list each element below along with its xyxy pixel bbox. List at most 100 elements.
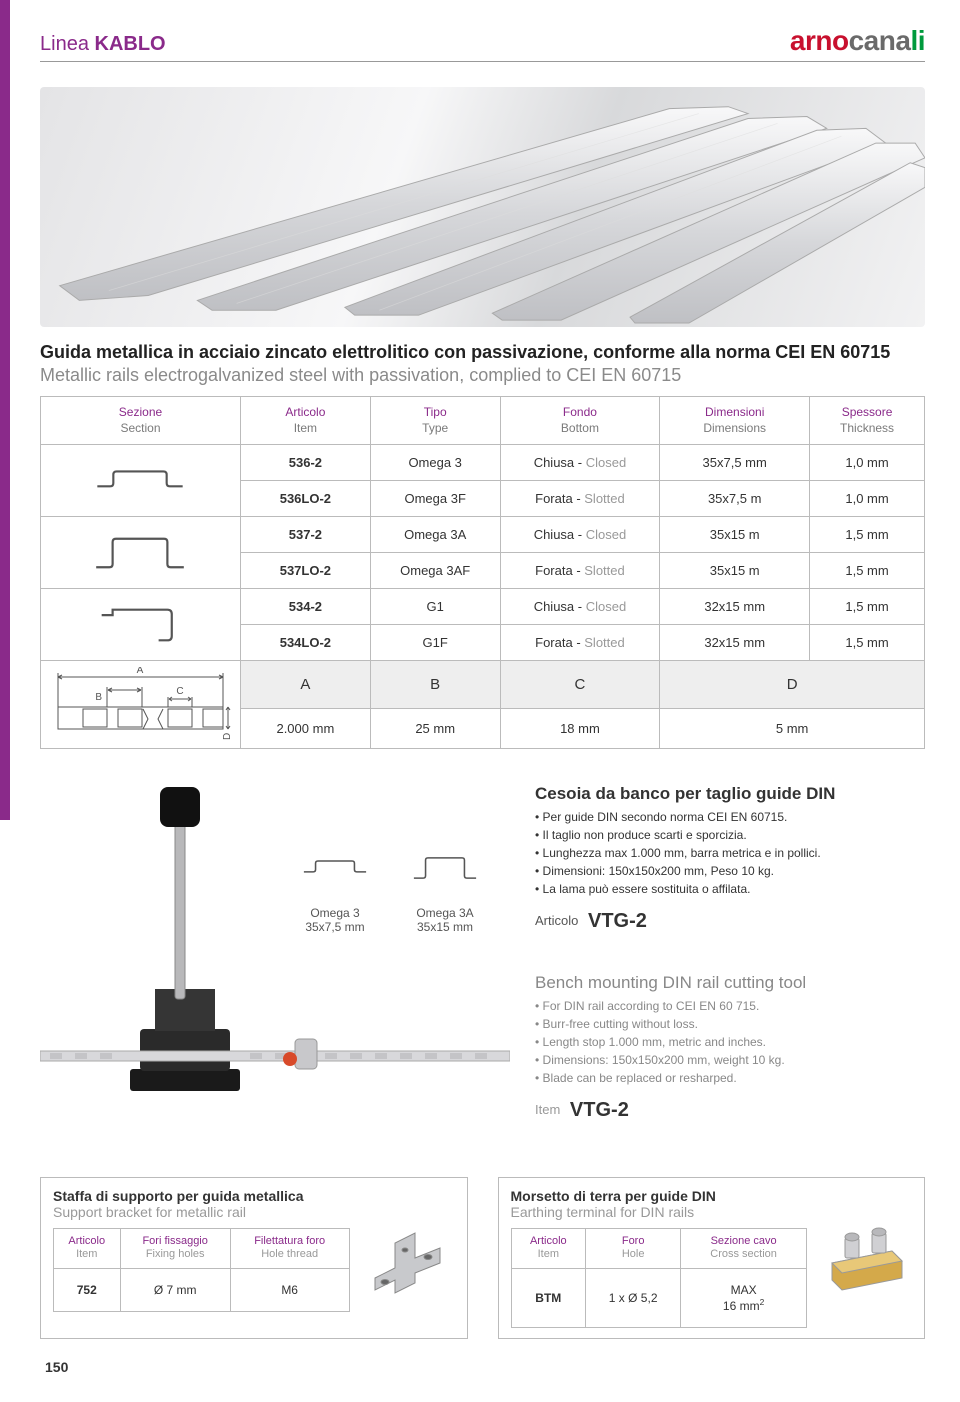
bullet-item: Blade can be replaced or resharped.	[535, 1069, 925, 1087]
cutter-bullets-it: Per guide DIN secondo norma CEI EN 60715…	[535, 808, 925, 898]
brand-logo: arnocanali	[790, 25, 925, 57]
col-thickness: SpessoreThickness	[810, 397, 925, 445]
table-row: 537-2 Omega 3A Chiusa - Closed 35x15 m 1…	[41, 517, 925, 553]
cell-thickness: 1,5 mm	[810, 589, 925, 625]
cell-type: Omega 3F	[370, 481, 500, 517]
hero-image	[40, 87, 925, 327]
earthing-box: Morsetto di terra per guide DIN Earthing…	[498, 1177, 926, 1338]
bottom-boxes: Staffa di supporto per guida metallica S…	[40, 1177, 925, 1338]
svg-text:D: D	[222, 733, 233, 740]
bullet-item: La lama può essere sostituita o affilata…	[535, 880, 925, 898]
earth-cross: MAX 16 mm2	[681, 1268, 807, 1327]
cutter-illustration	[40, 779, 510, 1119]
bracket-table: ArticoloItem Fori fissaggioFixing holes …	[53, 1228, 350, 1311]
dimension-diagram-cell: A B C D	[41, 661, 241, 749]
cell-dimensions: 35x15 m	[660, 517, 810, 553]
cutter-block-en: Bench mounting DIN rail cutting tool For…	[535, 973, 925, 1122]
earthing-title: Morsetto di terra per guide DIN Earthing…	[511, 1188, 808, 1220]
product-line: Linea KABLO	[40, 33, 166, 56]
profile-labels: Omega 3 35x7,5 mmOmega 3A 35x15 mm	[300, 834, 480, 902]
svg-text:A: A	[137, 667, 144, 676]
cell-type: G1	[370, 589, 500, 625]
cell-article: 534-2	[240, 589, 370, 625]
rails-illustration	[40, 87, 925, 327]
table-row: 536-2 Omega 3 Chiusa - Closed 35x7,5 mm …	[41, 445, 925, 481]
page-header: Linea KABLO arnocanali	[25, 25, 925, 57]
cell-article: 537LO-2	[240, 553, 370, 589]
bullet-item: Lunghezza max 1.000 mm, barra metrica e …	[535, 844, 925, 862]
col-bottom: FondoBottom	[500, 397, 660, 445]
cutter-bullets-en: For DIN rail according to CEI EN 60 715.…	[535, 997, 925, 1087]
bullet-item: Dimensioni: 150x150x200 mm, Peso 10 kg.	[535, 862, 925, 880]
rails-table: SezioneSection ArticoloItem TipoType Fon…	[40, 396, 925, 749]
dim-val-a: 2.000 mm	[240, 708, 370, 749]
dim-label-c: C	[500, 661, 660, 708]
cell-article: 534LO-2	[240, 625, 370, 661]
title-italian: Guida metallica in acciaio zincato elett…	[40, 342, 925, 363]
bracket-title-en: Support bracket for metallic rail	[53, 1204, 350, 1220]
dim-label-a: A	[240, 661, 370, 708]
earthing-title-it: Morsetto di terra per guide DIN	[511, 1188, 716, 1204]
header-rule	[40, 61, 925, 62]
cell-bottom: Forata - Slotted	[500, 553, 660, 589]
logo-part-1: arno	[790, 25, 849, 56]
dim-val-b: 25 mm	[370, 708, 500, 749]
cell-thickness: 1,5 mm	[810, 517, 925, 553]
cell-type: Omega 3A	[370, 517, 500, 553]
cell-bottom: Chiusa - Closed	[500, 517, 660, 553]
cell-article: 536LO-2	[240, 481, 370, 517]
bracket-box: Staffa di supporto per guida metallica S…	[40, 1177, 468, 1338]
cutter-artline-it: Articolo VTG-2	[535, 910, 925, 933]
earthing-table: ArticoloItem ForoHole Sezione cavoCross …	[511, 1228, 808, 1327]
profile-name: Omega 3	[300, 906, 370, 920]
bullet-item: For DIN rail according to CEI EN 60 715.	[535, 997, 925, 1015]
section-profile-cell	[41, 517, 241, 589]
bracket-h-holes: Fori fissaggioFixing holes	[120, 1229, 230, 1268]
line-prefix: Linea	[40, 33, 89, 55]
cell-dimensions: 35x7,5 mm	[660, 445, 810, 481]
cutter-artline-en: Item VTG-2	[535, 1099, 925, 1122]
line-name: KABLO	[95, 33, 166, 55]
cell-dimensions: 35x15 m	[660, 553, 810, 589]
cell-article: 536-2	[240, 445, 370, 481]
bullet-item: Length stop 1.000 mm, metric and inches.	[535, 1033, 925, 1051]
section-profile-cell	[41, 445, 241, 517]
profile-size: 35x7,5 mm	[300, 920, 370, 934]
dim-val-c: 18 mm	[500, 708, 660, 749]
earthing-terminal-icon	[817, 1223, 912, 1293]
profile-size: 35x15 mm	[410, 920, 480, 934]
cutter-title-en: Bench mounting DIN rail cutting tool	[535, 973, 925, 993]
title-english: Metallic rails electrogalvanized steel w…	[40, 365, 925, 386]
earthing-title-en: Earthing terminal for DIN rails	[511, 1204, 808, 1220]
cell-dimensions: 35x7,5 m	[660, 481, 810, 517]
cell-thickness: 1,5 mm	[810, 553, 925, 589]
bracket-title-it: Staffa di supporto per guida metallica	[53, 1188, 303, 1204]
cell-thickness: 1,0 mm	[810, 445, 925, 481]
bracket-holes: Ø 7 mm	[120, 1268, 230, 1311]
art-label-it: Articolo	[535, 913, 578, 928]
earth-h-hole: ForoHole	[586, 1229, 681, 1268]
earth-hole: 1 x Ø 5,2	[586, 1268, 681, 1327]
bullet-item: Per guide DIN secondo norma CEI EN 60715…	[535, 808, 925, 826]
dim-label-d: D	[660, 661, 925, 708]
cutter-block-it: Cesoia da banco per taglio guide DIN Per…	[535, 784, 925, 933]
col-type: TipoType	[370, 397, 500, 445]
bracket-thread: M6	[230, 1268, 349, 1311]
col-section: SezioneSection	[41, 397, 241, 445]
cell-type: Omega 3AF	[370, 553, 500, 589]
cutter-image-area: Omega 3 35x7,5 mm Omega 3A 35x15 mm	[40, 779, 510, 1162]
side-accent-bar	[0, 0, 10, 820]
cutter-section: Omega 3 35x7,5 mm Omega 3A 35x15 mm Cesoi…	[40, 779, 925, 1162]
cell-type: Omega 3	[370, 445, 500, 481]
bracket-row: 752 Ø 7 mm M6	[54, 1268, 350, 1311]
slot-diagram-icon: A B C D	[48, 667, 233, 742]
section-profile-cell	[41, 589, 241, 661]
logo-part-2: cana	[849, 25, 911, 56]
dim-label-b: B	[370, 661, 500, 708]
page-number: 150	[45, 1359, 925, 1375]
col-item: ArticoloItem	[240, 397, 370, 445]
bracket-art: 752	[54, 1268, 121, 1311]
profile-label: Omega 3A 35x15 mm	[410, 834, 480, 902]
section-titles: Guida metallica in acciaio zincato elett…	[40, 342, 925, 386]
cell-article: 537-2	[240, 517, 370, 553]
